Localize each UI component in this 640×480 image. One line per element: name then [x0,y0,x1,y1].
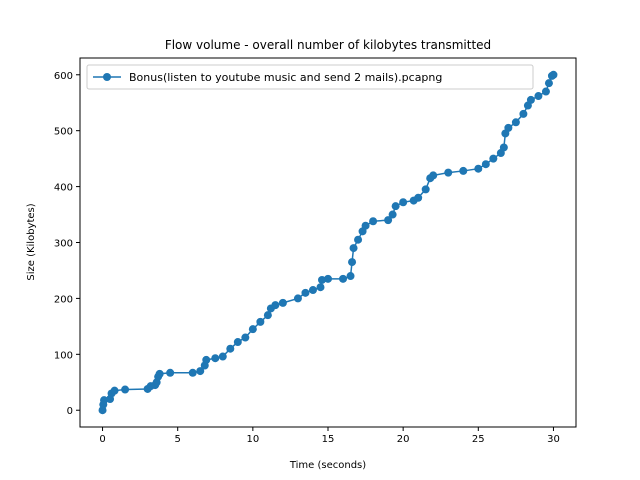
point [324,274,332,283]
point [211,354,220,363]
y-tick-label: 100 [54,350,73,361]
x-tick-label: 5 [175,434,181,445]
point [519,109,528,118]
point [233,338,242,347]
point [474,164,483,173]
x-axis-label: Time (seconds) [289,460,366,471]
point [166,368,175,377]
point [421,185,430,194]
point [391,202,400,211]
x-tick-label: 0 [99,434,105,445]
point [348,258,357,267]
point [414,193,423,202]
y-axis-label: Size (Kilobytes) [26,203,37,280]
y-tick-label: 0 [67,406,73,417]
y-tick-label: 400 [54,183,73,194]
point [317,275,326,284]
point [504,123,513,132]
point [429,171,438,180]
point [271,301,280,310]
point [384,216,393,225]
point [155,369,164,378]
y-tick-label: 300 [54,239,73,250]
point [349,244,358,253]
point [226,344,235,353]
point [444,168,453,177]
chart-title: Flow volume - overall number of kilobyte… [165,38,491,52]
point [459,166,468,175]
point [354,235,363,244]
point [293,294,302,303]
point [256,317,265,326]
x-tick-label: 10 [246,434,259,445]
y-tick-label: 600 [54,71,73,82]
x-tick-label: 20 [397,434,410,445]
point [499,143,508,152]
point [308,286,317,295]
x-tick-label: 15 [322,434,335,445]
legend-label: Bonus(listen to youtube music and send 2… [129,71,442,84]
y-tick-label: 200 [54,294,73,305]
x-tick-label: 30 [547,434,560,445]
point [481,160,490,169]
legend-marker [103,73,111,81]
point [544,79,553,88]
point [301,288,310,297]
point [388,210,397,219]
point [188,368,197,377]
point [361,221,370,230]
point [534,92,543,101]
point [511,118,520,127]
point [218,352,227,361]
point [248,325,257,334]
point [346,272,355,281]
point [541,87,550,96]
y-tick-label: 500 [54,127,73,138]
series-line [101,74,554,411]
point [526,95,535,104]
point [399,198,408,207]
legend-box [86,64,534,90]
point [489,154,498,163]
point [369,217,378,226]
point [121,385,130,394]
x-tick-label: 25 [472,434,485,445]
point [549,70,558,79]
plot-frame [79,57,577,428]
point [278,298,287,307]
point [202,355,211,364]
point [316,283,325,292]
point [339,274,348,283]
point [241,333,250,342]
point [263,311,272,320]
point [196,367,205,376]
point [100,396,109,405]
point [110,386,119,395]
